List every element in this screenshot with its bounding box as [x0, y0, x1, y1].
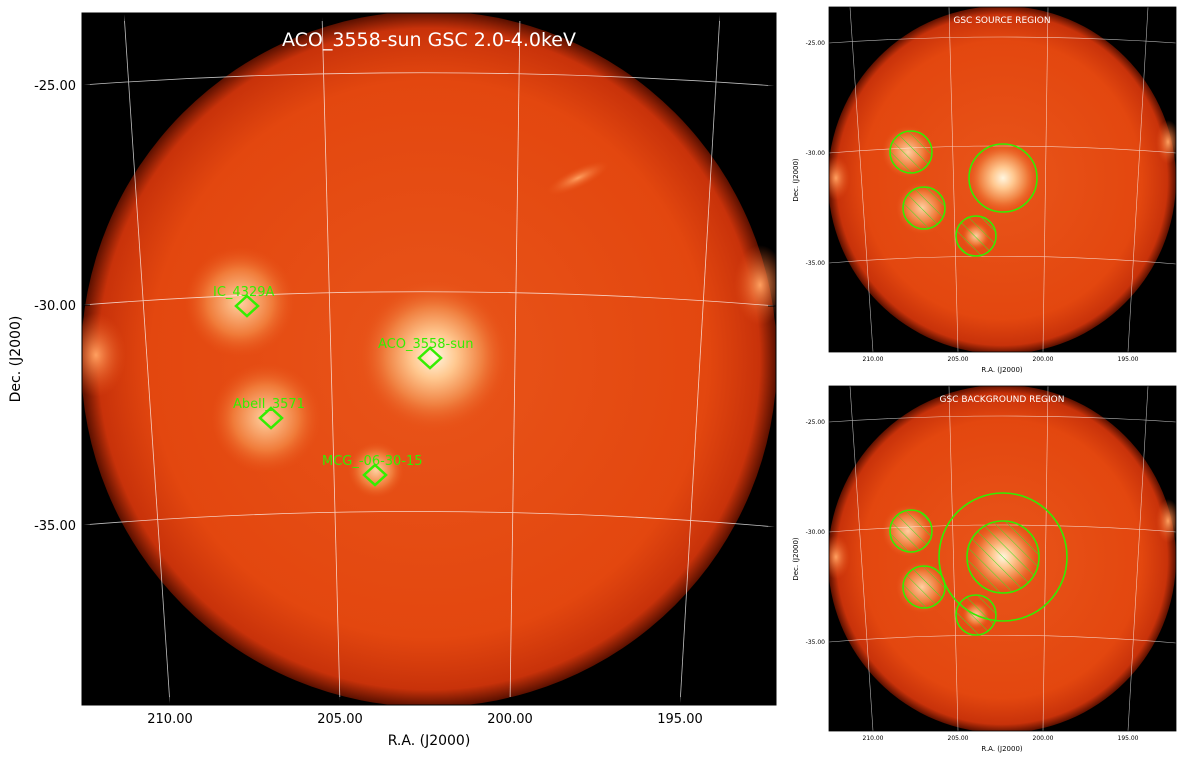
- source-panel-edge-left: [829, 156, 850, 200]
- marker-mcg[interactable]: [362, 463, 388, 487]
- bg-exclusion-abell3571[interactable]: [902, 565, 946, 609]
- main-grid-ra-210: [123, 13, 171, 705]
- source-label-aco3558: ACO_3558-sun: [378, 337, 474, 352]
- background-panel-edge-right: [1156, 499, 1176, 543]
- main-xticklabel-3: 195.00: [657, 712, 703, 727]
- source-panel-grid: [829, 7, 1176, 352]
- source-markers: [234, 294, 443, 487]
- marker-abell3571[interactable]: [258, 406, 284, 430]
- background-regions: [889, 492, 1068, 636]
- source-region-mcg[interactable]: [955, 215, 997, 257]
- main-image-frame: [81, 12, 777, 706]
- main-image-panel: IC_4329A ACO_3558-sun Abell_3571 MCG_-06…: [8, 12, 777, 749]
- background-panel-xtick-0: 210.00: [863, 735, 884, 742]
- source-panel-ylabel: Dec. (J2000): [792, 158, 800, 202]
- source-panel-xtick-2: 200.00: [1033, 356, 1054, 363]
- main-xticklabel-1: 205.00: [317, 712, 363, 727]
- background-panel-xtick-1: 205.00: [948, 735, 969, 742]
- main-xticklabel-2: 200.00: [487, 712, 533, 727]
- main-title: ACO_3558-sun GSC 2.0-4.0keV: [282, 29, 576, 51]
- bg-exclusion-aco3558[interactable]: [966, 520, 1040, 594]
- source-region-aco3558[interactable]: [968, 143, 1038, 213]
- main-coordinate-grid: [82, 13, 776, 705]
- source-panel-frame: [828, 6, 1177, 353]
- main-yticklabel-0: -25.00: [34, 79, 76, 94]
- bg-outer-annulus[interactable]: [938, 492, 1068, 622]
- source-panel-xtick-0: 210.00: [863, 356, 884, 363]
- main-glow-aco3558: [359, 281, 509, 431]
- main-grid-dec-30: [82, 291, 776, 307]
- background-panel-ylabel: Dec. (J2000): [792, 537, 800, 581]
- main-grid-ra-205: [321, 13, 341, 705]
- source-label-ic4329a: IC_4329A: [213, 285, 274, 300]
- source-panel-xtick-3: 195.00: [1118, 356, 1139, 363]
- main-edge-glow-left: [82, 313, 126, 397]
- main-xticklabel-0: 210.00: [147, 712, 193, 727]
- background-panel-grid: [829, 386, 1176, 731]
- main-glow-mcg: [348, 442, 404, 498]
- main-streak: [546, 161, 610, 195]
- source-panel-glow-2: [967, 142, 1039, 214]
- main-ylabel: Dec. (J2000): [8, 316, 24, 403]
- background-region-panel: GSC BACKGROUND REGION -25.00 -30.00 -35.…: [792, 385, 1177, 753]
- source-label-mcg: MCG_-06-30-15: [322, 454, 423, 469]
- marker-ic4329a[interactable]: [234, 294, 260, 318]
- background-panel-xtick-2: 200.00: [1033, 735, 1054, 742]
- main-grid-dec-25: [82, 72, 776, 87]
- source-panel-xlabel: R.A. (J2000): [981, 366, 1023, 374]
- source-panel-edge-right: [1156, 120, 1176, 164]
- bg-exclusion-mcg[interactable]: [955, 594, 997, 636]
- background-panel-title: GSC BACKGROUND REGION: [940, 395, 1065, 405]
- source-region-panel: GSC SOURCE REGION -25.00 -30.00 -35.00 2…: [792, 6, 1177, 374]
- source-panel-xtick-1: 205.00: [948, 356, 969, 363]
- main-grid-ra-195: [679, 13, 721, 705]
- main-ticks: [82, 13, 776, 705]
- main-glow-abell3571: [211, 363, 321, 473]
- background-panel-frame: [828, 385, 1177, 732]
- main-yticklabel-1: -30.00: [34, 299, 76, 314]
- source-region-ic4329a[interactable]: [889, 130, 933, 174]
- marker-aco3558[interactable]: [417, 346, 443, 370]
- source-region-abell3571[interactable]: [902, 186, 946, 230]
- bg-exclusion-ic4329a[interactable]: [889, 509, 933, 553]
- source-panel-ytick-0: -25.00: [806, 40, 826, 47]
- background-panel-ytick-1: -30.00: [806, 529, 826, 536]
- background-panel-ytick-0: -25.00: [806, 419, 826, 426]
- source-panel-ytick-2: -35.00: [806, 260, 826, 267]
- main-xlabel: R.A. (J2000): [388, 733, 471, 749]
- background-panel-xtick-3: 195.00: [1118, 735, 1139, 742]
- main-yticklabel-2: -35.00: [34, 519, 76, 534]
- main-grid-ra-200: [509, 13, 521, 705]
- background-panel-xlabel: R.A. (J2000): [981, 745, 1023, 753]
- main-grid-dec-35: [82, 511, 776, 528]
- source-panel-ytick-1: -30.00: [806, 150, 826, 157]
- source-regions: [889, 130, 1038, 257]
- source-label-abell3571: Abell_3571: [233, 397, 305, 412]
- background-panel-edge-left: [829, 535, 850, 579]
- main-edge-glow-right: [734, 245, 776, 325]
- source-panel-title: GSC SOURCE REGION: [953, 16, 1050, 26]
- background-panel-ytick-2: -35.00: [806, 639, 826, 646]
